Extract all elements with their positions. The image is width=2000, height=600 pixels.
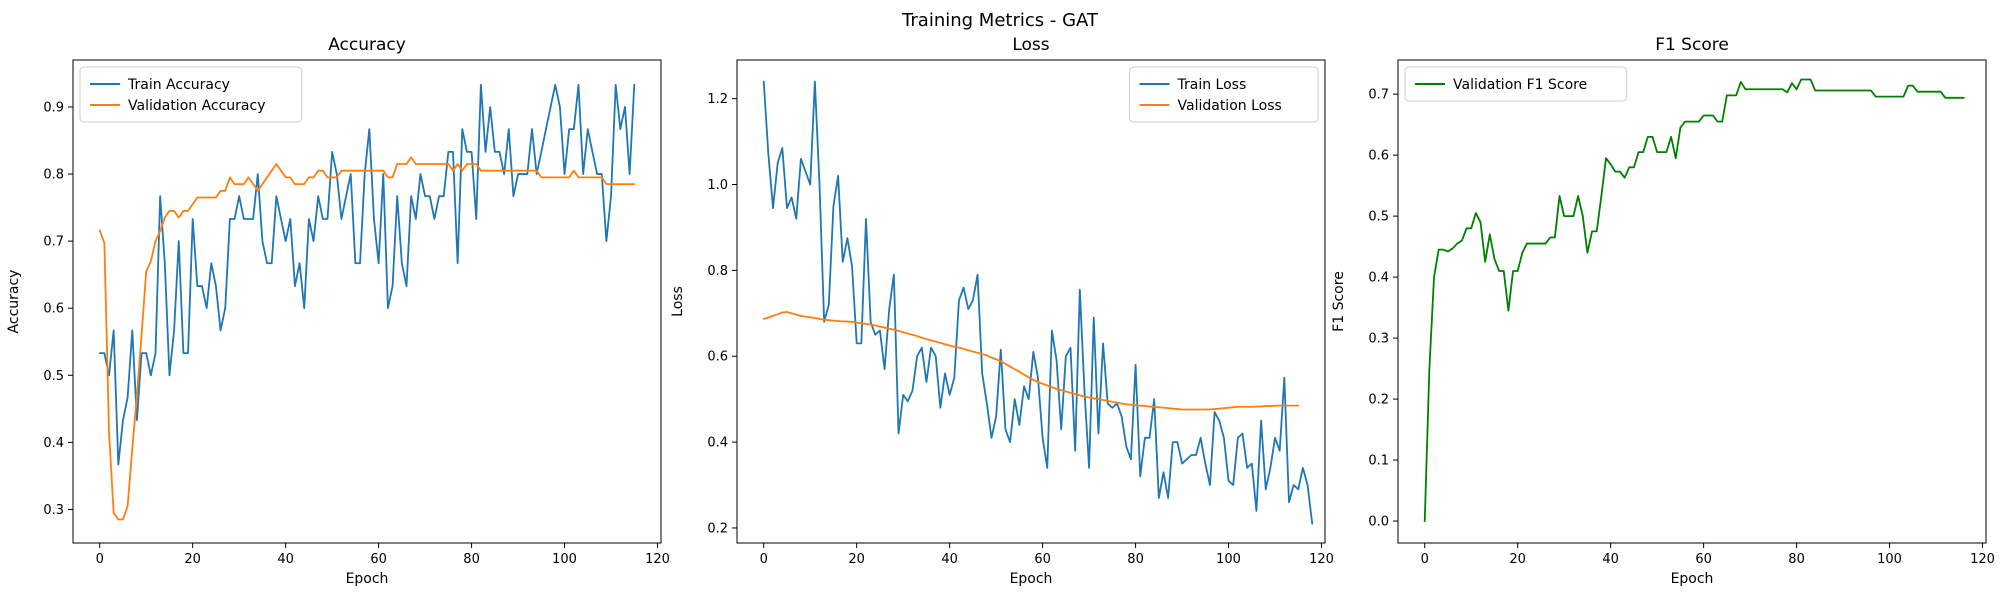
f1-score-y-tick-label: 0.4 <box>1368 271 1389 286</box>
accuracy-x-tick-label: 40 <box>277 552 294 567</box>
f1-score-y-tick-label: 0.2 <box>1368 393 1389 408</box>
validation-loss-line <box>762 311 1300 411</box>
accuracy-x-axis-label: Epoch <box>346 571 389 587</box>
f1-score-chart-title: F1 Score <box>1655 35 1729 55</box>
legend-entry-train-accuracy: Train Accuracy <box>127 77 230 93</box>
train-accuracy-line <box>98 83 636 466</box>
validation-accuracy-line <box>98 156 636 521</box>
loss-x-tick-label: 20 <box>848 552 865 567</box>
f1-score-y-tick-label: 0.1 <box>1368 454 1389 469</box>
f1-score-x-tick-label: 120 <box>1970 552 1995 567</box>
loss-x-tick-label: 40 <box>941 552 958 567</box>
f1-score-y-tick-label: 0.3 <box>1368 332 1389 347</box>
f1-score-y-tick-label: 0.5 <box>1368 210 1389 225</box>
loss-y-tick-label: 1.0 <box>707 178 728 193</box>
loss-x-tick-label: 100 <box>1216 552 1241 567</box>
loss-y-tick-label: 0.6 <box>707 350 728 365</box>
loss-x-tick-label: 0 <box>760 552 768 567</box>
f1-score-x-tick-label: 40 <box>1602 552 1619 567</box>
accuracy-axes-frame <box>72 59 662 544</box>
train-loss-line <box>762 80 1314 525</box>
loss-x-axis-label: Epoch <box>1010 571 1053 587</box>
validation-f1-score-line <box>1423 78 1965 522</box>
loss-y-tick-label: 0.4 <box>707 436 728 451</box>
legend-entry-train-loss: Train Loss <box>1177 77 1247 93</box>
accuracy-y-tick-label: 0.5 <box>43 369 64 384</box>
f1-score-x-tick-label: 100 <box>1877 552 1902 567</box>
accuracy-y-tick-label: 0.4 <box>43 436 64 451</box>
f1-score-y-tick-label: 0.7 <box>1368 88 1389 103</box>
f1-score-x-tick-label: 0 <box>1421 552 1429 567</box>
accuracy-chart: Accuracy Epoch Accuracy 0 20 40 60 80 100 120 0… <box>6 35 670 587</box>
accuracy-x-tick-label: 120 <box>645 552 670 567</box>
f1-score-x-tick-label: 60 <box>1695 552 1712 567</box>
accuracy-legend <box>79 66 303 123</box>
loss-chart-title: Loss <box>1012 35 1049 55</box>
f1-score-y-tick-label: 0.6 <box>1368 149 1389 164</box>
f1-score-y-tick-label: 0.0 <box>1368 515 1389 530</box>
accuracy-y-tick-label: 0.7 <box>43 235 64 250</box>
loss-x-tick-label: 80 <box>1127 552 1144 567</box>
accuracy-y-axis-label: Accuracy <box>6 270 22 334</box>
f1-score-x-axis-label: Epoch <box>1671 571 1714 587</box>
f1-score-legend <box>1404 66 1628 102</box>
loss-x-tick-label: 120 <box>1309 552 1334 567</box>
loss-y-axis-label: Loss <box>670 286 686 317</box>
accuracy-y-tick-label: 0.8 <box>43 168 64 183</box>
figure-title: Training Metrics - GAT <box>901 10 1099 31</box>
f1-score-x-tick-label: 80 <box>1788 552 1805 567</box>
accuracy-y-tick-label: 0.3 <box>43 503 64 518</box>
loss-legend <box>1129 66 1319 123</box>
legend-entry-validation-f1-score: Validation F1 Score <box>1453 77 1587 93</box>
accuracy-x-tick-label: 0 <box>96 552 104 567</box>
accuracy-y-tick-label: 0.6 <box>43 302 64 317</box>
loss-x-tick-label: 60 <box>1034 552 1051 567</box>
loss-y-tick-label: 1.2 <box>707 92 728 107</box>
f1-score-chart: F1 Score Epoch F1 Score 0 20 40 60 80 100 120 0… <box>1331 35 1995 587</box>
accuracy-x-tick-label: 20 <box>184 552 201 567</box>
accuracy-x-tick-label: 60 <box>370 552 387 567</box>
f1-score-y-axis-label: F1 Score <box>1331 271 1347 332</box>
loss-y-tick-label: 0.2 <box>707 521 728 536</box>
accuracy-y-tick-label: 0.9 <box>43 100 64 115</box>
loss-y-tick-label: 0.8 <box>707 264 728 279</box>
accuracy-chart-title: Accuracy <box>328 35 406 55</box>
loss-axes-frame <box>736 59 1326 544</box>
legend-entry-validation-loss: Validation Loss <box>1178 98 1282 114</box>
legend-entry-validation-accuracy: Validation Accuracy <box>128 98 266 114</box>
f1-score-x-tick-label: 20 <box>1509 552 1526 567</box>
f1-score-axes-frame <box>1397 59 1987 544</box>
accuracy-x-tick-label: 80 <box>463 552 480 567</box>
loss-chart: Loss Epoch Loss 0 20 40 60 80 100 120 0.2 0.4 0.6… <box>670 35 1334 587</box>
accuracy-x-tick-label: 100 <box>552 552 577 567</box>
